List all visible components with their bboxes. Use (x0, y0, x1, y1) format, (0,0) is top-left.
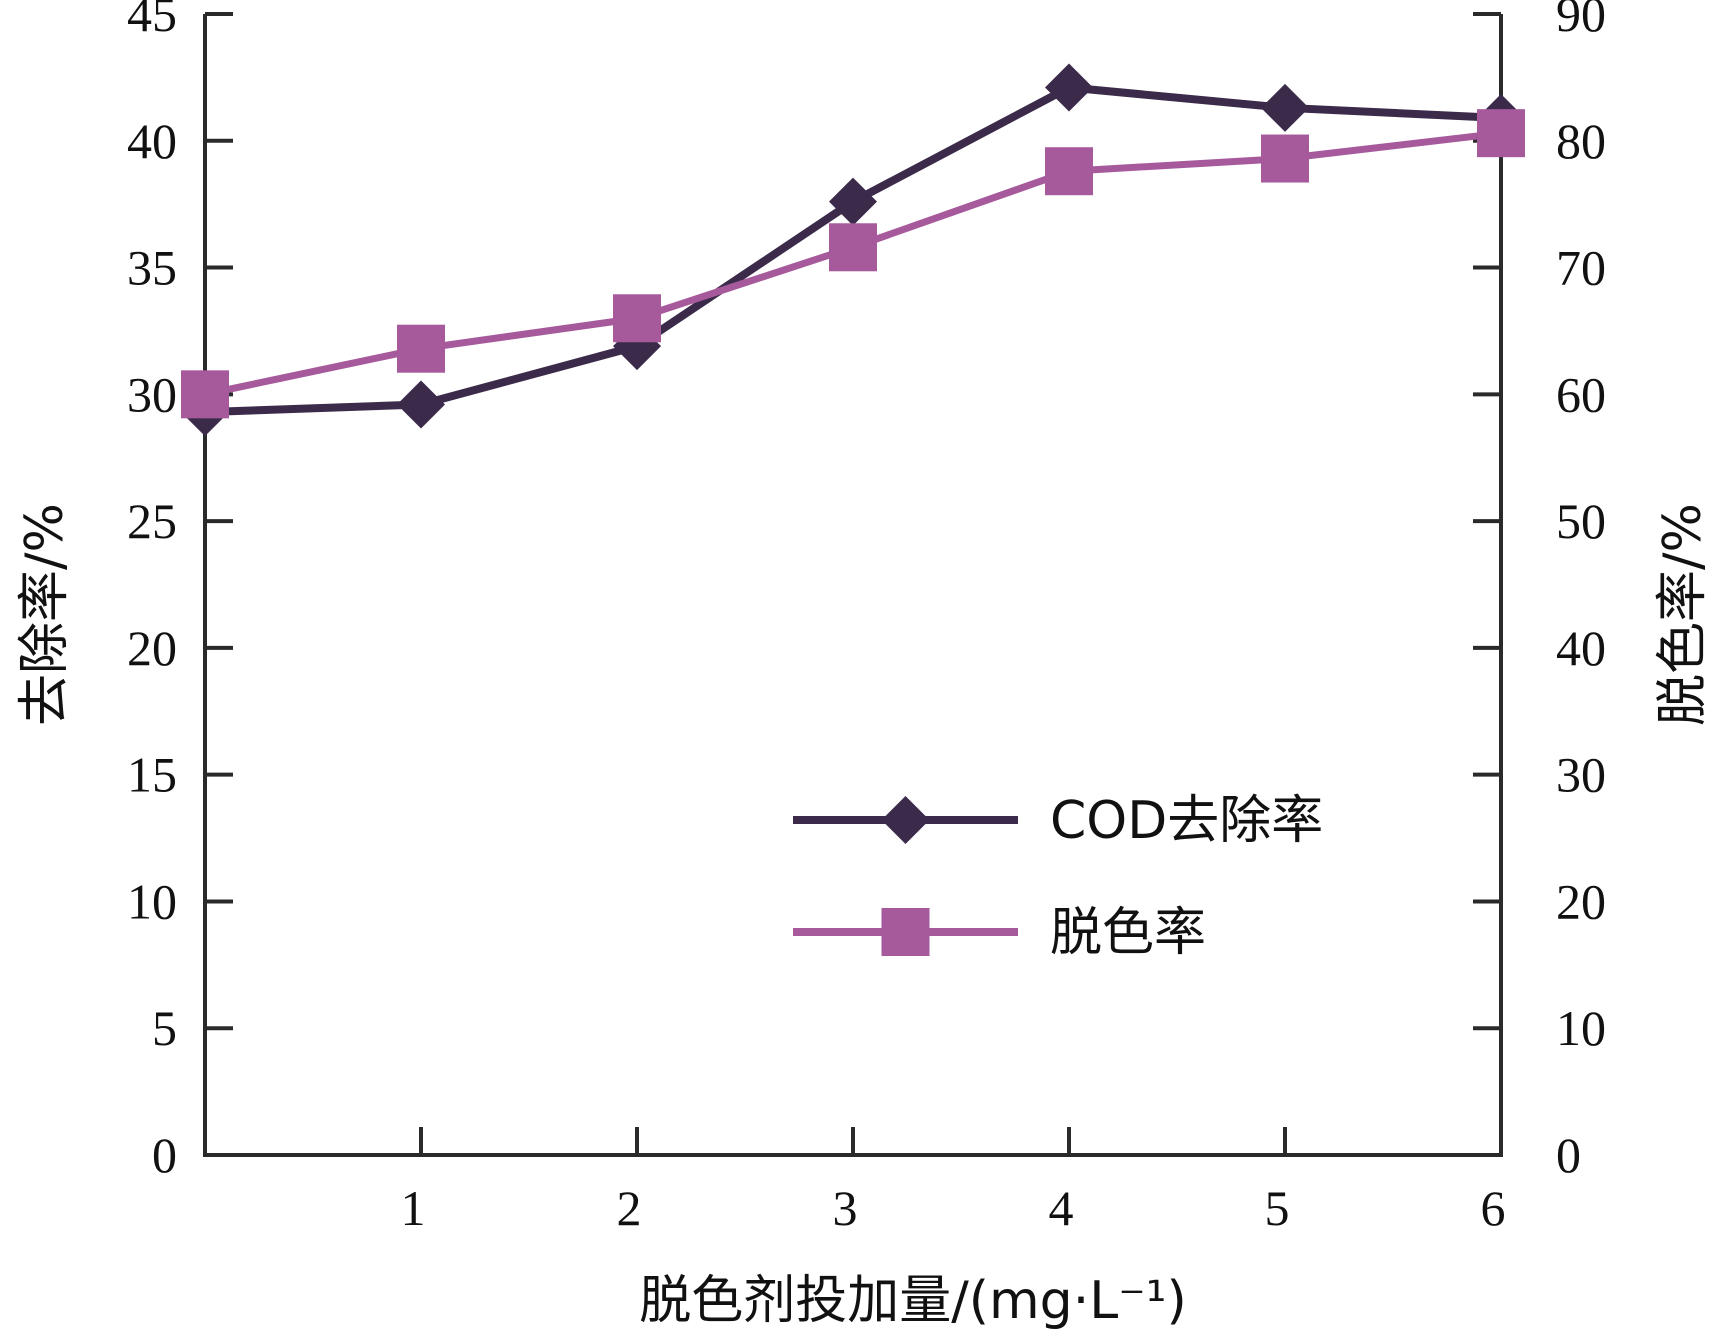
x-tick-label: 4 (1049, 1180, 1074, 1236)
left-y-axis-title: 去除率/% (15, 503, 75, 726)
data-point-square (1045, 147, 1093, 196)
left-y-tick-label: 10 (127, 873, 177, 929)
series-decolor-rate (181, 109, 1525, 419)
right-y-tick-label: 90 (1556, 0, 1606, 42)
left-y-tick-label: 45 (127, 0, 177, 42)
left-y-tick-label: 30 (127, 366, 177, 422)
data-point-square (613, 294, 661, 343)
right-y-tick-label: 60 (1556, 366, 1606, 422)
data-point-square (1477, 109, 1525, 158)
x-axis-title: 脱色剂投加量/(mg·L⁻¹) (639, 1271, 1187, 1331)
legend-label: COD去除率 (1050, 791, 1323, 851)
legend-item-cod-removal: COD去除率 (793, 791, 1323, 851)
right-y-tick-label: 0 (1556, 1127, 1581, 1183)
data-point-diamond (1261, 83, 1309, 132)
data-point-square (181, 370, 229, 419)
right-y-tick-label: 70 (1556, 240, 1606, 296)
data-point-diamond (1045, 63, 1093, 112)
left-y-tick-label: 0 (152, 1127, 177, 1183)
left-y-tick-label: 35 (127, 240, 177, 296)
left-y-tick-label: 40 (127, 113, 177, 169)
right-y-tick-label: 40 (1556, 620, 1606, 676)
data-point-diamond (397, 380, 445, 429)
left-y-tick-label: 25 (127, 493, 177, 549)
legend-marker-square (881, 908, 930, 956)
left-y-tick-label: 5 (152, 1000, 177, 1056)
data-point-square (829, 223, 877, 272)
x-tick-label: 5 (1265, 1180, 1290, 1236)
data-point-diamond (829, 177, 877, 226)
data-point-square (1261, 134, 1309, 183)
right-y-tick-label: 50 (1556, 493, 1606, 549)
x-tick-label: 6 (1481, 1180, 1506, 1236)
data-point-square (397, 324, 445, 373)
legend-label: 脱色率 (1050, 903, 1206, 963)
right-y-tick-label: 80 (1556, 113, 1606, 169)
legend-marker-diamond (881, 796, 930, 844)
right-y-tick-label: 10 (1556, 1000, 1606, 1056)
legend-item-decolor-rate: 脱色率 (793, 903, 1206, 963)
x-tick-label: 2 (617, 1180, 642, 1236)
x-tick-label: 3 (833, 1180, 858, 1236)
right-y-tick-label: 30 (1556, 747, 1606, 803)
series-layer (181, 63, 1525, 437)
x-tick-label: 1 (401, 1180, 426, 1236)
left-y-tick-label: 20 (127, 620, 177, 676)
right-y-tick-label: 20 (1556, 873, 1606, 929)
right-y-axis-title: 脱色率/% (1653, 503, 1713, 726)
left-y-tick-label: 15 (127, 747, 177, 803)
